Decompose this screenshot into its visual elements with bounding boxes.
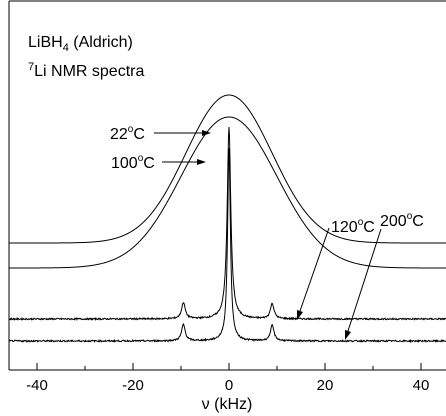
title-source: (Aldrich) [69,34,133,51]
series-120C-line [8,127,446,322]
x-tick-label: 0 [225,377,233,394]
annotation-arrows [154,130,382,340]
x-tick-label: -20 [122,377,144,394]
series-label-100C-unit: C [143,155,155,172]
arrow-200C-line [347,228,382,332]
chart-title-line2: 7Li NMR spectra [28,61,144,80]
series-label-200C-degree: o [407,211,413,222]
series-label-22C-value: 22 [110,126,128,143]
series-label-120C-degree: o [358,217,364,228]
series-label-120C-unit: C [363,219,375,236]
series-label-120C-value: 120 [331,219,358,236]
series-label-200C-unit: C [412,213,424,230]
x-axis-label: ν (kHz) [202,396,253,413]
title-subscript: 4 [63,42,69,54]
series-100C-line [9,116,446,269]
title-nucleus: Li NMR spectra [34,63,144,80]
x-tick-label: 20 [317,377,334,394]
arrow-120C-head [297,310,303,320]
arrow-120C-line [299,227,330,312]
x-tick-label: 40 [413,377,430,394]
series-label-22C-degree: o [128,124,134,135]
series-label-120C: 120oC [331,217,375,236]
series-label-200C: 200oC [380,211,424,230]
x-tick-label: -40 [26,377,48,394]
series-22C-line [9,94,446,244]
series-label-100C: 100oC [111,153,155,172]
series-200C-line [8,148,446,344]
series-label-22C-unit: C [133,126,145,143]
series-label-100C-value: 100 [111,155,138,172]
arrow-100C-head [197,159,206,165]
title-superscript: 7 [28,61,34,73]
series-label-100C-degree: o [138,153,144,164]
arrow-200C-head [345,330,351,340]
arrow-22C-head [202,130,211,136]
chart-title-line1: LiBH4 (Aldrich) [28,34,133,54]
series-label-22C: 22oC [110,124,145,143]
series-label-200C-value: 200 [380,213,407,230]
title-compound: LiBH [28,34,63,51]
x-axis-ticks: -40 -20 0 20 40 [26,363,429,394]
spectra-series [8,94,446,344]
